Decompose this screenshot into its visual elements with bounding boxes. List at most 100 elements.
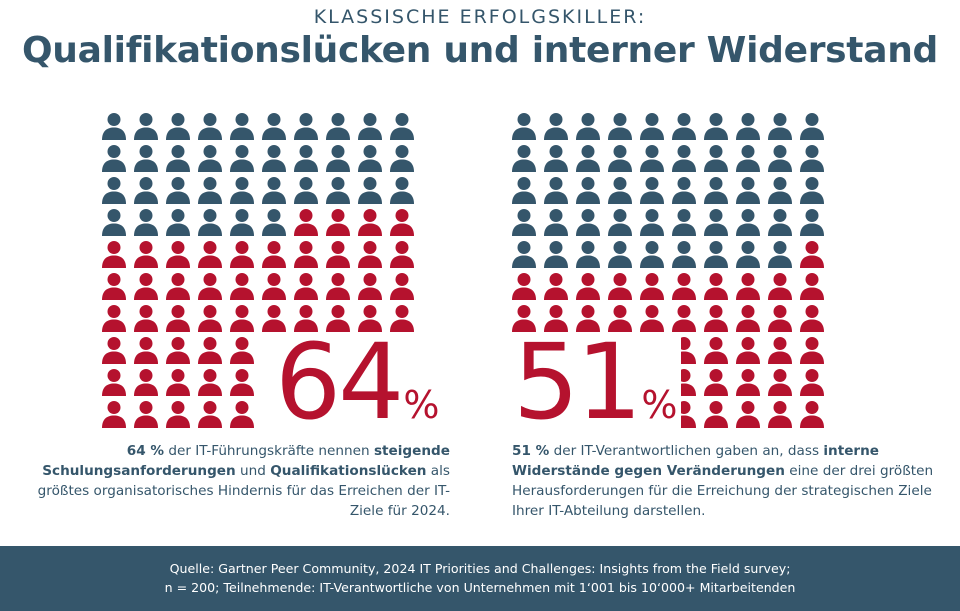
person-icon (166, 241, 190, 268)
person-icon (704, 337, 728, 364)
person-icon (134, 209, 158, 236)
person-icon (512, 145, 536, 172)
person-icon (576, 177, 600, 204)
person-icon (166, 369, 190, 396)
person-icon (608, 177, 632, 204)
person-icon (102, 113, 126, 140)
person-icon (512, 241, 536, 268)
person-icon (800, 369, 824, 396)
person-icon (544, 241, 568, 268)
person-icon (326, 113, 350, 140)
person-icon (390, 145, 414, 172)
person-icon (672, 177, 696, 204)
person-icon (230, 273, 254, 300)
person-icon (358, 305, 382, 332)
person-icon (768, 369, 792, 396)
person-icon (704, 401, 728, 428)
person-icon (608, 241, 632, 268)
person-icon (576, 305, 600, 332)
person-icon (198, 209, 222, 236)
person-icon (166, 337, 190, 364)
person-icon (576, 209, 600, 236)
person-icon (544, 273, 568, 300)
person-icon (736, 145, 760, 172)
person-icon (230, 337, 254, 364)
person-icon (102, 241, 126, 268)
person-icon (326, 241, 350, 268)
person-icon (262, 273, 286, 300)
person-icon (608, 145, 632, 172)
person-icon (672, 273, 696, 300)
person-icon (230, 369, 254, 396)
person-icon (800, 305, 824, 332)
person-icon (704, 305, 728, 332)
person-icon (608, 273, 632, 300)
person-icon (294, 305, 318, 332)
person-icon (326, 209, 350, 236)
person-icon (704, 209, 728, 236)
person-icon (736, 369, 760, 396)
page-title: Qualifikationslücken und interner Widers… (22, 30, 938, 71)
person-icon (134, 305, 158, 332)
person-icon (134, 273, 158, 300)
person-icon (544, 145, 568, 172)
person-icon (358, 209, 382, 236)
person-icon (198, 177, 222, 204)
person-icon (736, 209, 760, 236)
person-icon (672, 209, 696, 236)
person-icon (544, 113, 568, 140)
person-icon (358, 177, 382, 204)
person-icon (166, 273, 190, 300)
footer-participants-line: n = 200; Teilnehmende: IT-Verantwortlich… (164, 580, 796, 595)
person-icon (230, 305, 254, 332)
person-icon (134, 241, 158, 268)
person-icon (608, 305, 632, 332)
person-icon (102, 305, 126, 332)
person-icon (198, 337, 222, 364)
person-icon (512, 305, 536, 332)
person-icon (800, 401, 824, 428)
source-footer: Quelle: Gartner Peer Community, 2024 IT … (0, 546, 960, 611)
person-icon (102, 337, 126, 364)
person-icon (576, 273, 600, 300)
person-icon (704, 145, 728, 172)
person-icon (512, 177, 536, 204)
person-icon (736, 241, 760, 268)
person-icon (800, 113, 824, 140)
person-icon (576, 145, 600, 172)
person-icon (390, 305, 414, 332)
person-icon (198, 145, 222, 172)
person-icon (768, 145, 792, 172)
person-icon (102, 369, 126, 396)
person-icon (768, 401, 792, 428)
person-icon (608, 209, 632, 236)
person-icon (230, 177, 254, 204)
person-icon (704, 177, 728, 204)
person-icon (326, 145, 350, 172)
person-icon (768, 113, 792, 140)
person-icon (800, 241, 824, 268)
stat-value-right: 51 % (513, 330, 677, 434)
person-icon (512, 273, 536, 300)
person-icon (390, 177, 414, 204)
stat-background-left (261, 336, 461, 436)
person-icon (294, 273, 318, 300)
person-icon (230, 401, 254, 428)
person-icon (736, 273, 760, 300)
person-icon (736, 177, 760, 204)
stat-background-right (511, 336, 681, 436)
person-icon (800, 209, 824, 236)
person-icon (134, 145, 158, 172)
person-icon (294, 145, 318, 172)
person-icon (800, 273, 824, 300)
person-icon (608, 113, 632, 140)
person-icon (390, 209, 414, 236)
person-icon (326, 177, 350, 204)
person-icon (134, 177, 158, 204)
person-icon (102, 273, 126, 300)
person-icon (134, 113, 158, 140)
person-icon (544, 305, 568, 332)
person-icon (166, 145, 190, 172)
kicker-heading: KLASSISCHE ERFOLGSKILLER: (313, 6, 647, 28)
stat-number: 64 (275, 321, 404, 443)
